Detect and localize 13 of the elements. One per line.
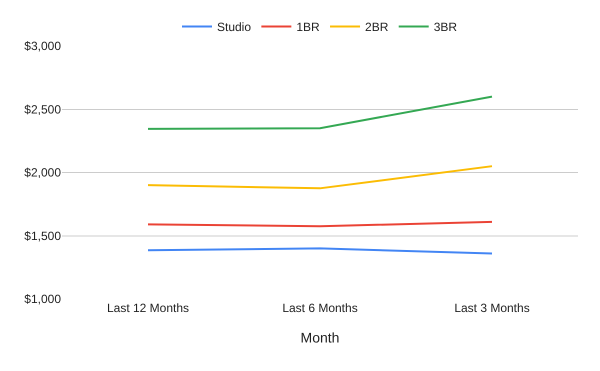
legend-label: 1BR (296, 20, 320, 34)
x-tick-label: Last 6 Months (282, 301, 358, 315)
y-tick-label: $1,500 (24, 228, 62, 243)
y-tick-label: $1,000 (24, 292, 62, 306)
x-axis-title: Month (300, 329, 340, 346)
legend-label: 3BR (434, 20, 458, 34)
y-tick-label: $2,000 (24, 166, 62, 180)
legend-label: 2BR (365, 20, 389, 34)
y-tick-label: $3,000 (24, 39, 62, 54)
x-tick-label: Last 12 Months (106, 301, 190, 315)
x-tick-label: Last 3 Months (454, 301, 530, 315)
legend-label: Studio (217, 20, 252, 34)
y-tick-label: $2,500 (24, 102, 62, 116)
